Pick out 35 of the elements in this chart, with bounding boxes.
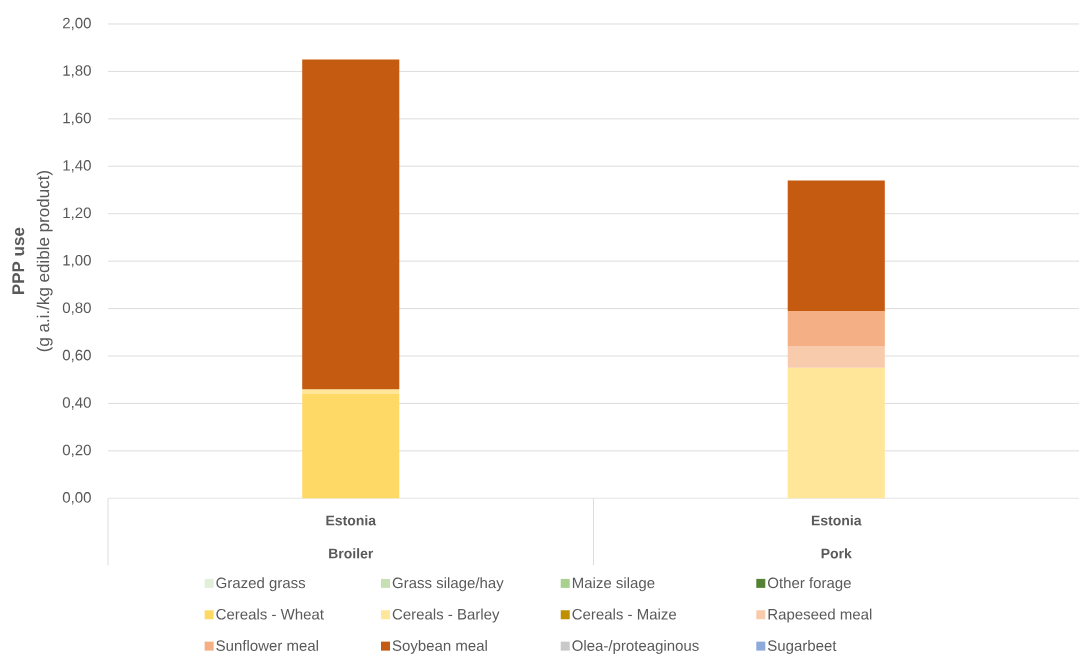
- legend-label: Soybean meal: [392, 639, 487, 654]
- bar: [787, 180, 885, 311]
- bar: [302, 393, 400, 499]
- y-tick-label: 1,20: [63, 207, 91, 220]
- y-tick-label: 0,00: [62, 492, 91, 505]
- y-tick-label: 2,00: [63, 17, 91, 31]
- bar: [302, 59, 400, 390]
- legend-label: Other forage: [768, 577, 851, 592]
- legend-label: Grazed grass: [216, 577, 306, 592]
- text: Broiler: [329, 548, 374, 559]
- bar: [787, 367, 885, 499]
- y-tick-label: 1,00: [63, 254, 91, 268]
- y-tick-label: 1,40: [63, 160, 91, 173]
- y-tick-label: 0,80: [62, 302, 91, 315]
- legend-label: Cereals - Barley: [392, 608, 500, 623]
- y-tick-label: 1,60: [63, 112, 91, 126]
- y-axis-title: PPP use (g a.i./kg edible product): [12, 171, 53, 352]
- y-tick-label: 0,20: [62, 444, 91, 458]
- y-tick-label: 0,40: [62, 397, 91, 410]
- legend-label: Sugarbeet: [767, 639, 837, 654]
- legend-label: Cereals - Maize: [572, 608, 677, 620]
- x-tick-label: Estonia: [326, 515, 377, 526]
- legend-label: Olea-/proteaginous: [572, 639, 699, 654]
- bar: [787, 310, 885, 347]
- bar: [787, 346, 885, 368]
- text: Pork: [821, 548, 852, 559]
- y-tick-label: 0,60: [62, 349, 91, 363]
- legend-label: Maize silage: [572, 577, 655, 592]
- bar: [302, 389, 400, 394]
- legend-label: Grass silage/hay: [392, 577, 504, 592]
- legend-label: Rapeseed meal: [768, 608, 872, 623]
- x-tick-label: Estonia: [811, 515, 862, 526]
- legend-label: Cereals - Wheat: [216, 608, 324, 620]
- legend-label: Sunflower meal: [216, 639, 318, 651]
- y-tick-label: 1,80: [63, 65, 91, 78]
